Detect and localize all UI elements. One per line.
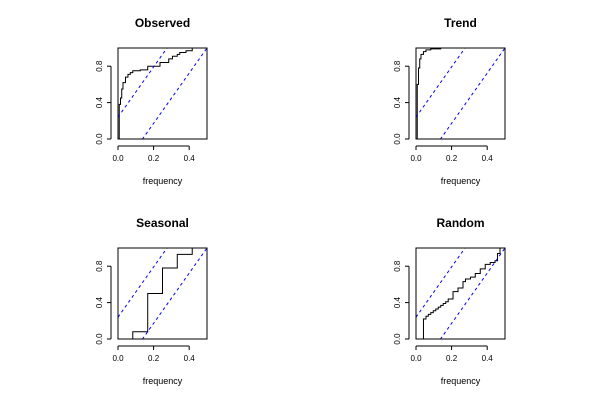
observed-title: Observed [135, 16, 190, 30]
observed-confidence-band-line-1 [118, 48, 168, 118]
seasonal-x-axis: 0.0 0.2 0.4 frequency [112, 345, 196, 386]
trend-x-axis-label: frequency [441, 176, 481, 186]
seasonal-x-axis-label: frequency [143, 376, 183, 386]
random-cumulative-periodogram-line [416, 248, 505, 339]
observed-plot-area [118, 48, 207, 139]
trend-x-tick-label: 0.4 [482, 154, 494, 163]
trend-y-axis: 0.0 0.4 0.8 [393, 60, 410, 145]
seasonal-y-axis: 0.0 0.4 0.8 [95, 260, 112, 345]
random-x-tick-label: 0.2 [446, 354, 458, 363]
trend-confidence-band-line-1 [416, 48, 466, 118]
seasonal-y-tick-label: 0.4 [95, 296, 104, 308]
observed-x-axis: 0.0 0.2 0.4 frequency [112, 145, 196, 186]
seasonal-title: Seasonal [136, 216, 189, 230]
random-x-tick-label: 0.0 [410, 354, 422, 363]
seasonal-x-tick-label: 0.0 [112, 354, 124, 363]
trend-cumulative-periodogram-line [416, 48, 505, 139]
seasonal-x-tick-label: 0.4 [184, 354, 196, 363]
random-y-axis: 0.0 0.4 0.8 [393, 260, 410, 345]
observed-panel: Observed 0.0 0.2 0.4 frequency 0.0 0.4 0.8 [95, 16, 208, 186]
random-panel: Random 0.0 0.2 0.4 frequency 0.0 0.4 0.8 [393, 216, 506, 386]
seasonal-x-tick-label: 0.2 [148, 354, 160, 363]
random-y-tick-label: 0.8 [393, 260, 402, 272]
observed-y-tick-label: 0.8 [95, 60, 104, 72]
random-confidence-band-line-1 [416, 248, 466, 318]
observed-x-tick-label: 0.0 [112, 154, 124, 163]
observed-y-axis: 0.0 0.4 0.8 [95, 60, 112, 145]
random-y-tick-label: 0.0 [393, 333, 402, 345]
observed-y-tick-label: 0.0 [95, 133, 104, 145]
random-x-axis: 0.0 0.2 0.4 frequency [410, 345, 494, 386]
trend-panel: Trend 0.0 0.2 0.4 frequency 0.0 0.4 0.8 [393, 16, 506, 186]
trend-plot-area [416, 48, 505, 139]
random-plot-frame [415, 247, 506, 340]
random-plot-area [416, 248, 505, 339]
seasonal-plot-area [118, 248, 207, 339]
seasonal-y-tick-label: 0.0 [95, 333, 104, 345]
random-x-tick-label: 0.4 [482, 354, 494, 363]
observed-plot-frame [117, 47, 208, 140]
seasonal-confidence-band-line-1 [118, 248, 168, 318]
seasonal-panel: Seasonal 0.0 0.2 0.4 frequency 0.0 0.4 0.8 [95, 216, 208, 386]
trend-title: Trend [444, 16, 477, 30]
observed-cumulative-periodogram-line [118, 48, 207, 139]
seasonal-y-tick-label: 0.8 [95, 260, 104, 272]
random-y-tick-label: 0.4 [393, 296, 402, 308]
random-title: Random [437, 216, 485, 230]
trend-confidence-band-line-2 [439, 48, 505, 139]
trend-y-tick-label: 0.4 [393, 96, 402, 108]
seasonal-confidence-band-line-2 [141, 248, 207, 339]
trend-x-tick-label: 0.0 [410, 154, 422, 163]
trend-x-tick-label: 0.2 [446, 154, 458, 163]
random-confidence-band-line-2 [439, 248, 505, 339]
trend-y-tick-label: 0.8 [393, 60, 402, 72]
observed-confidence-band-line-2 [141, 48, 207, 139]
observed-x-axis-label: frequency [143, 176, 183, 186]
trend-plot-frame [415, 47, 506, 140]
observed-y-tick-label: 0.4 [95, 96, 104, 108]
observed-x-tick-label: 0.4 [184, 154, 196, 163]
seasonal-plot-frame [117, 247, 208, 340]
trend-x-axis: 0.0 0.2 0.4 frequency [410, 145, 494, 186]
random-x-axis-label: frequency [441, 376, 481, 386]
seasonal-cumulative-periodogram-line [118, 248, 207, 339]
trend-y-tick-label: 0.0 [393, 133, 402, 145]
observed-x-tick-label: 0.2 [148, 154, 160, 163]
